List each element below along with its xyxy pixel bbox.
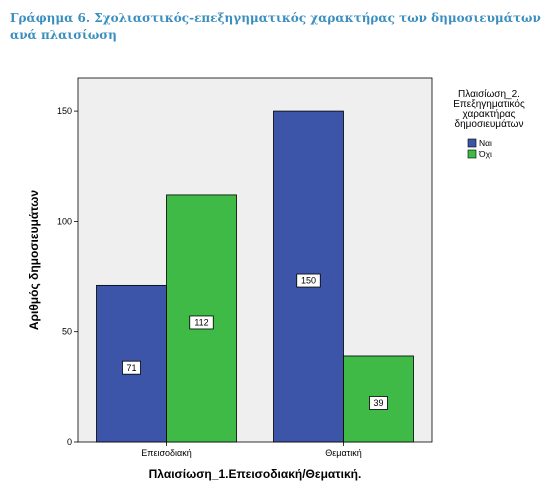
data-label: 71	[126, 363, 136, 373]
data-label-box	[369, 396, 388, 410]
legend-title-line: χαρακτήρας	[462, 108, 515, 120]
data-label-box	[296, 273, 321, 288]
data-label: 150	[301, 276, 316, 286]
axes: Επεισοδιακή Θεματική 0 50 100 150	[57, 106, 362, 458]
legend: Πλαισίωση_2.Επεξηγηματικόςχαρακτήραςδημο…	[453, 88, 525, 159]
chart-caption: Γράφημα 6. Σχολιαστικός-επεξηγηματικός χ…	[10, 11, 541, 42]
data-label-box	[122, 360, 141, 375]
legend-entry-label: Όχι	[478, 149, 492, 159]
bar-2-2	[343, 355, 414, 443]
y-tick-label: 150	[57, 106, 72, 116]
legend-swatch	[467, 149, 477, 159]
legend-title-line: Επεξηγηματικός	[453, 98, 525, 110]
x-axis-label: Πλαισίωση_1.Επεισοδιακή/Θεματική.	[149, 467, 362, 481]
legend-swatch	[467, 138, 477, 148]
data-label: 112	[194, 318, 208, 328]
data-labels-layer: 71 112 150 39	[122, 273, 388, 410]
y-tick-label: 100	[57, 216, 72, 226]
data-label-box	[189, 315, 214, 330]
y-tick-label: 0	[67, 437, 72, 447]
y-axis-label: Αριθμός δημοσιευμάτων	[27, 190, 41, 331]
data-label: 39	[373, 398, 383, 408]
legend-title-line: δημοσιευμάτων	[455, 118, 524, 130]
x-tick-label: Θεματική	[325, 448, 361, 458]
legend-title-line: Πλαισίωση_2.	[458, 88, 520, 100]
x-tick-label: Επεισοδιακή	[141, 448, 192, 458]
legend-entry-label: Ναι	[479, 138, 492, 148]
y-tick-label: 50	[62, 327, 72, 337]
